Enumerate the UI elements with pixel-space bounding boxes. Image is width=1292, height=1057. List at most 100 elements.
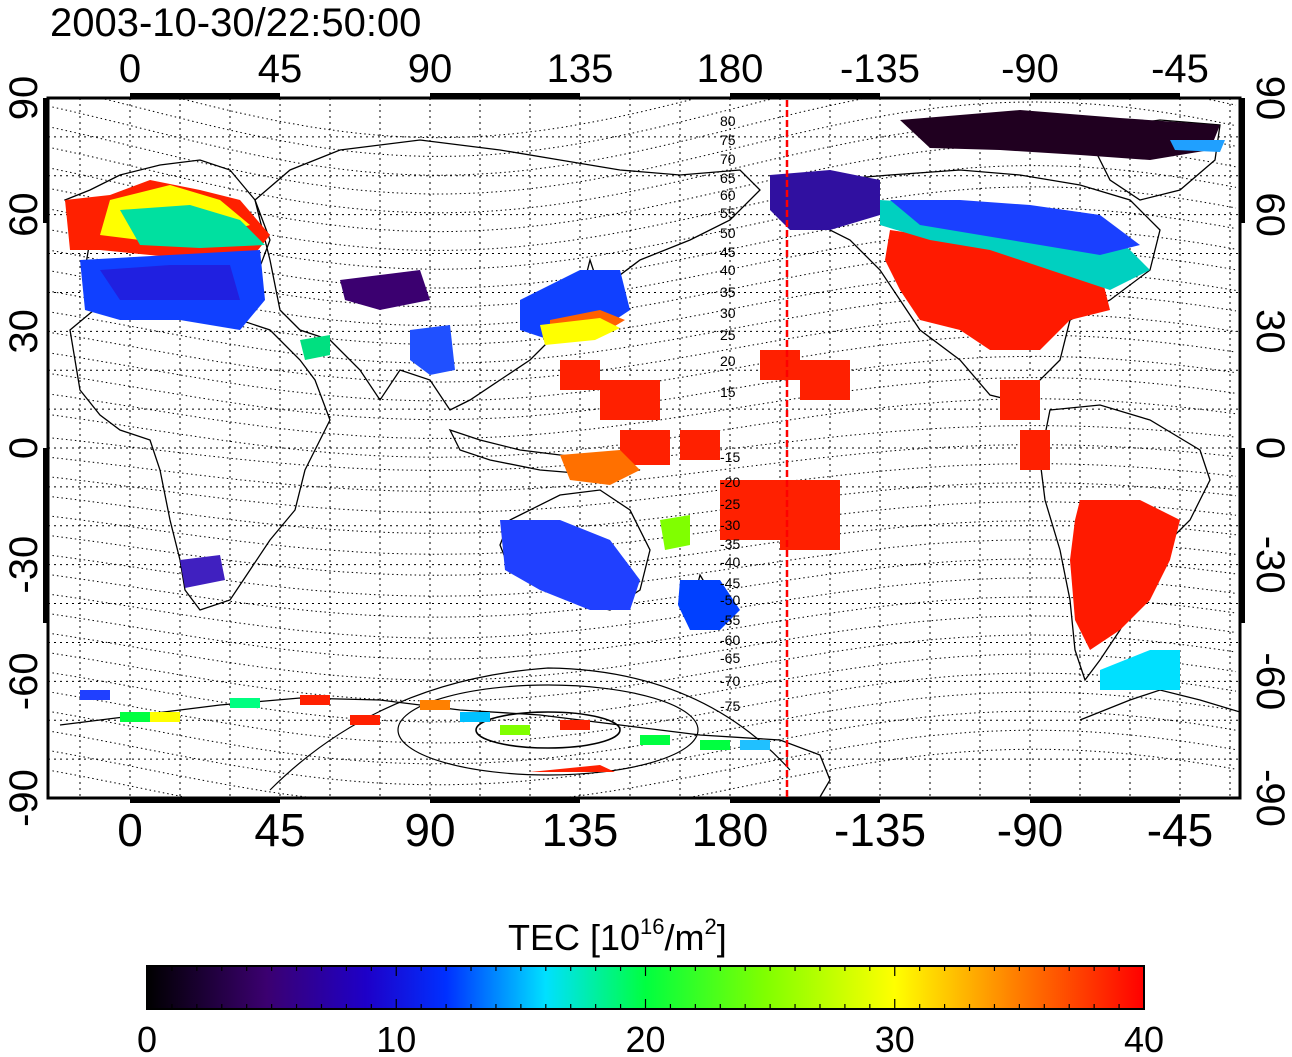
- contour-label: -70: [720, 673, 740, 689]
- tec-patch: [640, 735, 670, 745]
- tec-patch: [300, 335, 330, 360]
- contour-label: -60: [720, 632, 740, 648]
- contour-label: -55: [720, 612, 740, 628]
- lon-tick-label: -45: [1151, 47, 1209, 91]
- lat-tick-label: 0: [1248, 437, 1292, 459]
- contour-label: 60: [720, 187, 736, 203]
- contour-label: 35: [720, 284, 736, 300]
- lat-tick-label: -90: [1248, 769, 1292, 827]
- tec-patch: [530, 765, 615, 772]
- tec-patch: [500, 725, 530, 735]
- tec-patch: [600, 380, 660, 420]
- lon-tick-label: 45: [254, 804, 305, 856]
- tec-patch: [560, 450, 640, 485]
- colorbar-label: TEC [1016/m2]: [508, 914, 727, 958]
- tec-patch: [180, 555, 225, 588]
- lon-tick-label: 135: [542, 804, 619, 856]
- tec-patch: [150, 712, 180, 722]
- lon-tick-label: 90: [404, 804, 455, 856]
- tec-patch: [460, 712, 490, 722]
- colorbar-tick-label: 20: [625, 1019, 665, 1057]
- lon-tick-label: 0: [119, 47, 141, 91]
- lon-tick-label: 135: [547, 47, 614, 91]
- contour-label: 30: [720, 305, 736, 321]
- contour-label: 70: [720, 151, 736, 167]
- lon-tick-label: -45: [1147, 804, 1213, 856]
- tec-patch: [1000, 380, 1040, 420]
- colorbar-tick-label: 30: [875, 1019, 915, 1057]
- lon-tick-label: 180: [697, 47, 764, 91]
- lat-tick-label: 30: [1248, 309, 1292, 354]
- lon-tick-label: -90: [1001, 47, 1059, 91]
- tec-patch: [678, 580, 740, 630]
- tec-patch: [620, 430, 670, 465]
- tec-patch: [1020, 430, 1050, 470]
- tec-patch: [560, 720, 590, 730]
- tec-patch: [1170, 140, 1225, 152]
- lon-tick-label: 0: [117, 804, 143, 856]
- contour-label: -15: [720, 449, 740, 465]
- tec-patch: [120, 205, 265, 248]
- tec-patch: [800, 360, 850, 400]
- contour-label: 75: [720, 132, 736, 148]
- lat-tick-label: 60: [2, 192, 46, 237]
- tec-patch: [500, 520, 640, 610]
- contour-label: -30: [720, 517, 740, 533]
- tec-patch: [100, 265, 240, 300]
- lat-tick-label: -60: [1248, 652, 1292, 710]
- contour-label: 65: [720, 170, 736, 186]
- contour-label: 25: [720, 327, 736, 343]
- tec-patch: [660, 515, 690, 550]
- tec-data-layer: [65, 110, 1225, 772]
- tec-patch: [540, 318, 620, 345]
- contour-label: -25: [720, 496, 740, 512]
- tec-patch: [700, 740, 730, 750]
- lat-tick-label: -60: [2, 652, 46, 710]
- tec-patch: [80, 690, 110, 700]
- lon-tick-label: 90: [408, 47, 453, 91]
- contour-label: -75: [720, 698, 740, 714]
- colorbar-tick-label: 40: [1124, 1019, 1164, 1057]
- lat-tick-label: -90: [2, 769, 46, 827]
- tec-patch: [680, 430, 720, 460]
- lat-tick-label: 60: [1248, 192, 1292, 237]
- tec-patch: [720, 480, 780, 540]
- contour-label: 50: [720, 225, 736, 241]
- tec-patch: [560, 360, 600, 390]
- contour-label: -35: [720, 536, 740, 552]
- contour-label: -20: [720, 474, 740, 490]
- contour-label: -40: [720, 554, 740, 570]
- tec-patch: [770, 170, 880, 230]
- tec-patch: [780, 480, 840, 550]
- tec-patch: [230, 698, 260, 708]
- left-latitude-ticks: 90 60 30 0 -30 -60 -90: [2, 76, 46, 827]
- contour-label: 55: [720, 205, 736, 221]
- lon-tick-label: 45: [258, 47, 303, 91]
- tec-patch: [1100, 650, 1180, 690]
- tec-patch: [340, 270, 430, 310]
- bottom-longitude-ticks: 0 45 90 135 180 -135 -90 -45: [117, 804, 1213, 856]
- tec-patch: [740, 740, 770, 750]
- tec-patch: [410, 325, 455, 375]
- lon-tick-label: -135: [840, 47, 920, 91]
- lat-tick-label: 90: [2, 76, 46, 121]
- contour-label: 45: [720, 244, 736, 260]
- contour-label: -65: [720, 650, 740, 666]
- colorbar-tick-label: 10: [376, 1019, 416, 1057]
- tec-patch: [420, 700, 450, 710]
- contour-label: -45: [720, 575, 740, 591]
- colorbar-ticks: 0 10 20 30 40: [137, 966, 1164, 1057]
- contour-label: 80: [720, 113, 736, 129]
- tec-patch: [900, 110, 1220, 160]
- contour-label: 20: [720, 353, 736, 369]
- top-longitude-ticks: 0 45 90 135 180 -135 -90 -45: [119, 47, 1209, 91]
- lat-tick-label: 90: [1248, 76, 1292, 121]
- right-latitude-ticks: 90 60 30 0 -30 -60 -90: [1248, 76, 1292, 827]
- tec-patch: [760, 350, 800, 380]
- contour-label: -50: [720, 592, 740, 608]
- timestamp-title: 2003-10-30/22:50:00: [50, 1, 421, 45]
- lat-tick-label: -30: [2, 536, 46, 594]
